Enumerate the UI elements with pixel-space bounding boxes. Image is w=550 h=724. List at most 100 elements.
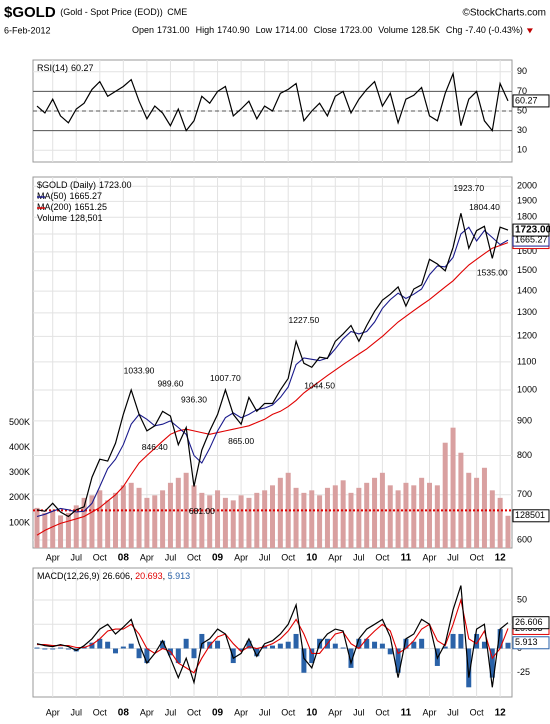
legend-name: MA(50): [37, 191, 67, 201]
exchange: CME: [167, 7, 187, 17]
x-tick-label: 10: [306, 708, 318, 719]
histogram-bar: [120, 646, 126, 649]
x-tick-label: Jul: [70, 552, 82, 562]
histogram-bar: [458, 633, 464, 649]
histogram-bar: [113, 648, 118, 654]
value-box-label: 1723.00: [515, 225, 550, 236]
x-tick-label: Oct: [187, 552, 202, 562]
x-tick-label: Oct: [470, 707, 485, 717]
x-tick-label: Jul: [447, 707, 459, 717]
volume-bar: [497, 497, 503, 548]
price-annotation: 681.00: [189, 506, 215, 516]
histogram-bar: [356, 638, 362, 649]
y-tick-label: -25: [517, 667, 530, 677]
x-tick-label: 08: [118, 553, 130, 564]
x-tick-label: Apr: [140, 552, 154, 562]
value-box-label: 1665.27: [515, 234, 548, 244]
volume-bar: [246, 497, 252, 548]
volume-bar: [403, 482, 409, 548]
x-tick-label: Jul: [165, 552, 177, 562]
legend-separator: ,: [130, 571, 135, 581]
quote-label: Close: [314, 25, 337, 35]
legend-name: MA(200): [37, 202, 72, 212]
x-tick-label: Jul: [353, 707, 365, 717]
volume-bar: [317, 495, 323, 548]
volume-bar: [387, 485, 393, 548]
x-tick-label: Apr: [328, 552, 342, 562]
histogram-bar: [419, 638, 425, 649]
x-tick-label: Oct: [375, 552, 390, 562]
volume-bar: [270, 485, 275, 548]
volume-bar: [489, 490, 495, 548]
volume-bar: [442, 442, 448, 548]
x-tick-label: Jul: [353, 552, 365, 562]
price-annotation: 865.00: [228, 436, 254, 446]
histogram-bar: [199, 633, 205, 649]
value-box-label: 26.606: [515, 617, 543, 627]
volume-bar: [332, 485, 338, 548]
histogram-bar: [50, 648, 56, 650]
y-tick-label: 2000: [517, 181, 537, 191]
quote-value: 1714.00: [275, 25, 308, 35]
volume-bar: [222, 497, 228, 548]
volume-bar: [144, 497, 150, 548]
volume-bar: [419, 477, 425, 548]
y-tick-label: 1500: [517, 265, 537, 275]
value-box: [512, 509, 550, 523]
histogram-bar: [474, 633, 480, 649]
histogram-bar: [128, 643, 134, 649]
histogram-bar: [285, 641, 291, 649]
volume-bar: [505, 515, 511, 548]
legend-value: 1665.27: [70, 191, 103, 201]
histogram-bar: [65, 648, 71, 650]
x-tick-label: Apr: [422, 707, 436, 717]
price-annotation: 1007.70: [210, 373, 241, 383]
quote-label: Chg: [446, 25, 463, 35]
volume-bar: [50, 510, 56, 548]
y-tick-label: 100K: [9, 517, 30, 527]
x-tick-label: 08: [118, 708, 130, 719]
x-tick-label: Oct: [93, 707, 108, 717]
histogram-bar: [497, 629, 503, 649]
legend-value: 128,501: [70, 213, 103, 223]
histogram-bar: [97, 638, 103, 649]
volume-bar: [128, 482, 134, 548]
y-tick-label: 1100: [517, 356, 536, 366]
y-tick-label: 200K: [9, 492, 30, 502]
y-tick-label: 50: [517, 105, 527, 115]
histogram-bar: [105, 641, 111, 649]
volume-bar: [175, 477, 181, 548]
histogram-bar: [481, 641, 487, 649]
histogram-bar: [332, 643, 338, 649]
volume-bar: [160, 490, 166, 548]
series-line: [36, 226, 509, 518]
x-tick-label: Oct: [187, 707, 202, 717]
price-annotation: 846.40: [142, 442, 168, 452]
histogram-bar: [277, 643, 283, 649]
x-tick-label: Oct: [281, 707, 296, 717]
volume-bar: [372, 477, 378, 548]
histogram-bar: [411, 641, 417, 649]
y-tick-label: 300K: [9, 467, 30, 477]
volume-bar: [324, 487, 330, 548]
volume-bar: [254, 492, 260, 548]
histogram-bar: [160, 640, 166, 649]
histogram-bar: [489, 648, 495, 678]
panel: [32, 567, 513, 698]
x-tick-label: 12: [495, 553, 507, 564]
series-line: [36, 213, 509, 518]
y-tick-label: 1900: [517, 196, 537, 206]
legend: Volume 128,501: [37, 213, 103, 223]
x-tick-label: Oct: [281, 552, 296, 562]
volume-bar: [215, 490, 221, 548]
quote-value: -7.40 (-0.43%): [465, 25, 523, 35]
volume-bar: [481, 467, 487, 548]
quote-value: 1723.00: [340, 25, 373, 35]
y-tick-label: 600: [517, 534, 532, 544]
histogram-bar: [340, 647, 346, 649]
legend-value: 20.693: [135, 571, 163, 581]
y-tick-label: 50: [517, 594, 527, 604]
legend-separator: ,: [163, 571, 168, 581]
down-arrow: [526, 28, 533, 34]
